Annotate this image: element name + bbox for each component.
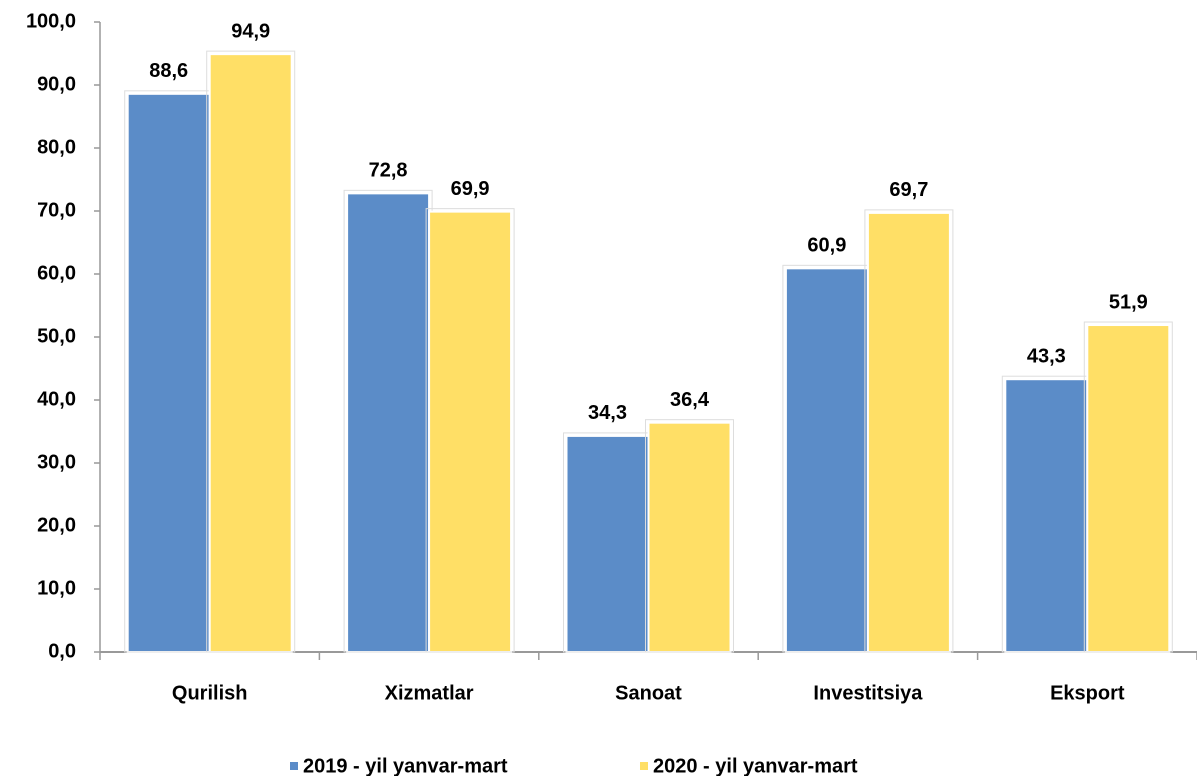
legend-label: 2020 - yil yanvar-mart (653, 755, 858, 776)
x-tick-label: Eksport (1050, 682, 1125, 704)
y-tick-label: 40,0 (37, 388, 76, 410)
bar (126, 92, 211, 653)
y-tick-label: 60,0 (37, 262, 76, 284)
y-tick-label: 70,0 (37, 199, 76, 221)
value-label: 34,3 (588, 402, 627, 424)
value-label: 51,9 (1109, 291, 1148, 313)
value-label: 43,3 (1027, 345, 1066, 367)
x-tick-label: Xizmatlar (385, 682, 474, 704)
bar (647, 421, 732, 653)
legend-marker (290, 762, 298, 770)
bar (784, 267, 869, 653)
y-tick-label: 20,0 (37, 514, 76, 536)
bar-shadow (645, 419, 734, 653)
bar (208, 53, 293, 653)
bar-shadow (864, 209, 954, 653)
bar-shadow (425, 208, 515, 653)
value-label: 69,9 (451, 178, 490, 200)
value-label: 72,8 (369, 160, 408, 182)
y-tick-label: 100,0 (26, 10, 76, 32)
y-tick-label: 0,0 (48, 640, 76, 662)
y-tick-label: 90,0 (37, 73, 76, 95)
value-label: 60,9 (807, 235, 846, 257)
bar (428, 210, 513, 653)
value-label: 36,4 (670, 389, 710, 411)
bar (1004, 378, 1089, 653)
x-tick-label: Sanoat (615, 682, 682, 704)
value-label: 94,9 (231, 20, 270, 42)
value-label: 88,6 (149, 60, 188, 82)
x-tick-label: Investitsiya (813, 682, 923, 704)
bar (346, 192, 431, 654)
y-tick-label: 10,0 (37, 577, 76, 599)
y-tick-label: 30,0 (37, 451, 76, 473)
x-tick-label: Qurilish (172, 682, 248, 704)
legend-label: 2019 - yil yanvar-mart (303, 755, 508, 776)
bar (866, 211, 951, 653)
bar (565, 434, 650, 653)
y-tick-label: 50,0 (37, 325, 76, 347)
legend-marker (640, 762, 648, 770)
value-label: 69,7 (889, 179, 928, 201)
bar-shadow (206, 50, 296, 653)
y-tick-label: 80,0 (37, 136, 76, 158)
bar (1086, 324, 1171, 653)
bar-shadow (1083, 321, 1173, 653)
